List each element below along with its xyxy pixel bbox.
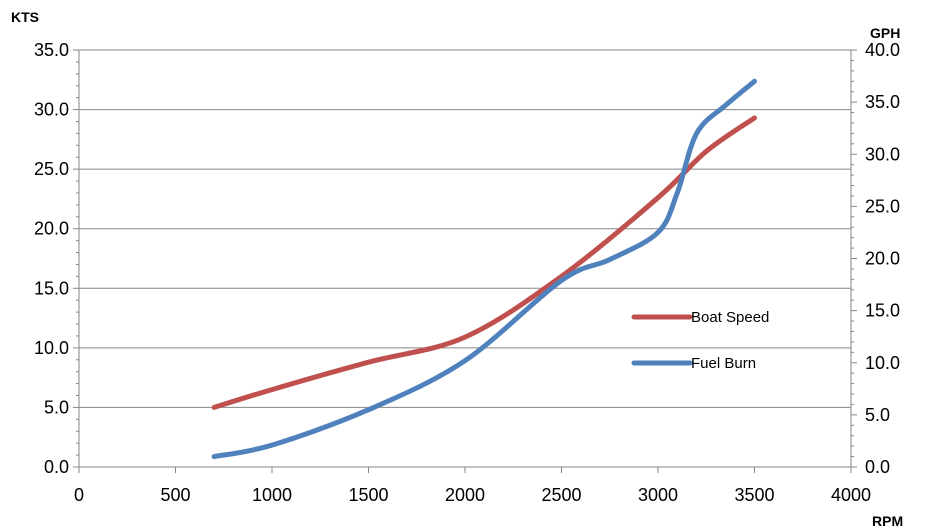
series-lines	[211, 78, 757, 460]
y2-tick-label-8: 40.0	[865, 40, 900, 60]
y2-tick-label-2: 10.0	[865, 353, 900, 373]
x-tick-label-7: 3500	[734, 485, 774, 505]
legend-label-fuel-burn: Fuel Burn	[691, 355, 756, 372]
y2-tick-label-5: 25.0	[865, 196, 900, 216]
legend-label-boat-speed: Boat Speed	[691, 309, 769, 326]
tick-marks	[73, 49, 857, 473]
x-tick-label-0: 0	[74, 485, 84, 505]
x-tick-label-3: 1500	[348, 485, 388, 505]
y-tick-label-5: 25.0	[34, 159, 69, 179]
y-tick-label-1: 5.0	[44, 397, 69, 417]
x-tick-label-5: 2500	[541, 485, 581, 505]
y-tick-label-7: 35.0	[34, 40, 69, 60]
gridlines	[79, 49, 851, 408]
tick-labels: 0.0 5.0 10.0 15.0 20.0 25.0 30.0 35.0 0.0 5.0 10.0…	[34, 40, 900, 505]
y2-tick-label-7: 35.0	[865, 92, 900, 112]
x-tick-label-1: 500	[160, 485, 190, 505]
x-tick-label-6: 3000	[638, 485, 678, 505]
y2-tick-label-3: 15.0	[865, 301, 900, 321]
series-line-fuel-burn	[211, 78, 757, 460]
y-tick-label-2: 10.0	[34, 338, 69, 358]
x-tick-label-8: 4000	[831, 485, 871, 505]
legend: Boat Speed Fuel Burn	[631, 309, 769, 372]
x-tick-label-4: 2000	[445, 485, 485, 505]
axes	[78, 50, 852, 468]
y2-tick-label-6: 30.0	[865, 144, 900, 164]
y-tick-label-4: 20.0	[34, 219, 69, 239]
x-tick-label-2: 1000	[252, 485, 292, 505]
y2-tick-label-4: 20.0	[865, 249, 900, 269]
y2-axis-title: GPH	[870, 25, 900, 41]
y2-tick-label-0: 0.0	[865, 457, 890, 477]
y-tick-label-6: 30.0	[34, 100, 69, 120]
y2-tick-label-1: 5.0	[865, 405, 890, 425]
y-tick-label-0: 0.0	[44, 457, 69, 477]
y-tick-label-3: 15.0	[34, 278, 69, 298]
series-line-boat-speed	[211, 115, 757, 410]
x-axis-title: RPM	[872, 513, 903, 529]
y-axis-title: KTS	[11, 9, 39, 25]
